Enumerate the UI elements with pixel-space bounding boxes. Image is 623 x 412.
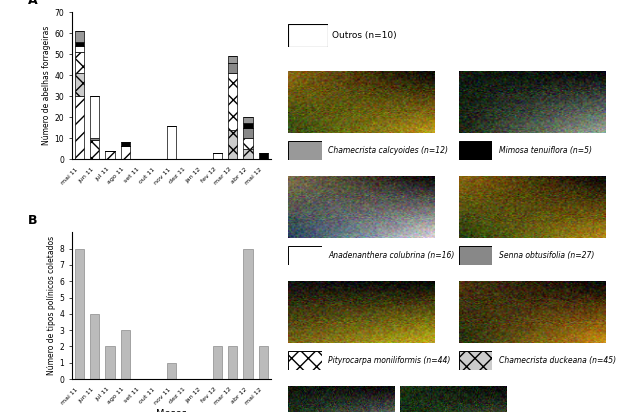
Bar: [244, 117, 252, 124]
Text: Pityrocarpa moniliformis (n=44): Pityrocarpa moniliformis (n=44): [328, 356, 450, 365]
X-axis label: Meses: Meses: [156, 409, 187, 412]
Bar: [90, 140, 99, 159]
Text: A: A: [28, 0, 37, 7]
Bar: [75, 96, 84, 159]
Text: Anadenanthera colubrina (n=16): Anadenanthera colubrina (n=16): [328, 251, 455, 260]
Bar: [75, 73, 84, 96]
Y-axis label: Número de abelhas forrageiras: Número de abelhas forrageiras: [42, 26, 52, 145]
Bar: [75, 46, 84, 52]
Bar: [228, 73, 237, 130]
Bar: [244, 149, 252, 159]
Text: Senna obtusifolia (n=27): Senna obtusifolia (n=27): [498, 251, 594, 260]
Bar: [244, 138, 252, 149]
Bar: [75, 52, 84, 73]
Text: Mimosa tenuiflora (n=5): Mimosa tenuiflora (n=5): [498, 146, 592, 155]
Bar: [167, 363, 176, 379]
Bar: [121, 142, 130, 146]
Y-axis label: Número de tipos polínicos coletados: Número de tipos polínicos coletados: [47, 236, 56, 375]
Bar: [228, 63, 237, 73]
Bar: [244, 249, 252, 379]
Bar: [105, 346, 115, 379]
Text: Chamecrista duckeana (n=45): Chamecrista duckeana (n=45): [498, 356, 616, 365]
Bar: [90, 314, 99, 379]
Bar: [90, 138, 99, 140]
Bar: [259, 153, 268, 159]
Bar: [228, 346, 237, 379]
Text: Chamecrista calcyoides (n=12): Chamecrista calcyoides (n=12): [328, 146, 449, 155]
Bar: [75, 249, 84, 379]
Bar: [121, 330, 130, 379]
Bar: [75, 42, 84, 46]
Bar: [75, 31, 84, 42]
Bar: [212, 346, 222, 379]
Bar: [244, 128, 252, 138]
Bar: [121, 146, 130, 159]
Bar: [212, 153, 222, 159]
Bar: [259, 346, 268, 379]
Bar: [228, 56, 237, 63]
Text: Outros (n=10): Outros (n=10): [331, 31, 396, 40]
Bar: [90, 96, 99, 138]
Bar: [244, 124, 252, 128]
Text: B: B: [28, 213, 37, 227]
Bar: [105, 151, 115, 159]
Bar: [228, 130, 237, 159]
Bar: [167, 126, 176, 159]
